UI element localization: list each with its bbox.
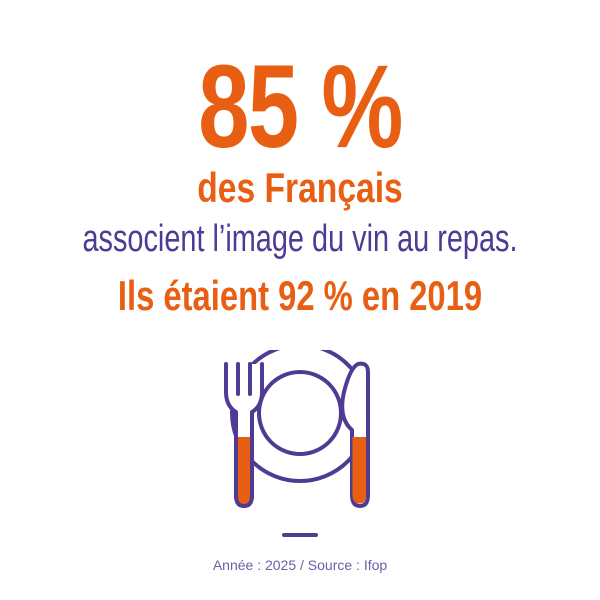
knife-icon	[340, 361, 370, 508]
headline-statement: associent l’image du vin au repas.	[82, 218, 518, 260]
divider	[282, 533, 318, 537]
headline-comparison: Ils étaient 92 % en 2019	[117, 272, 483, 319]
headline-subject: des Français	[197, 164, 403, 211]
headline-stat: 85 %	[198, 41, 403, 173]
fork-icon	[224, 362, 264, 508]
fork-plate-knife-icon	[200, 343, 400, 520]
source-caption: Année : 2025 / Source : Ifop	[212, 557, 388, 573]
